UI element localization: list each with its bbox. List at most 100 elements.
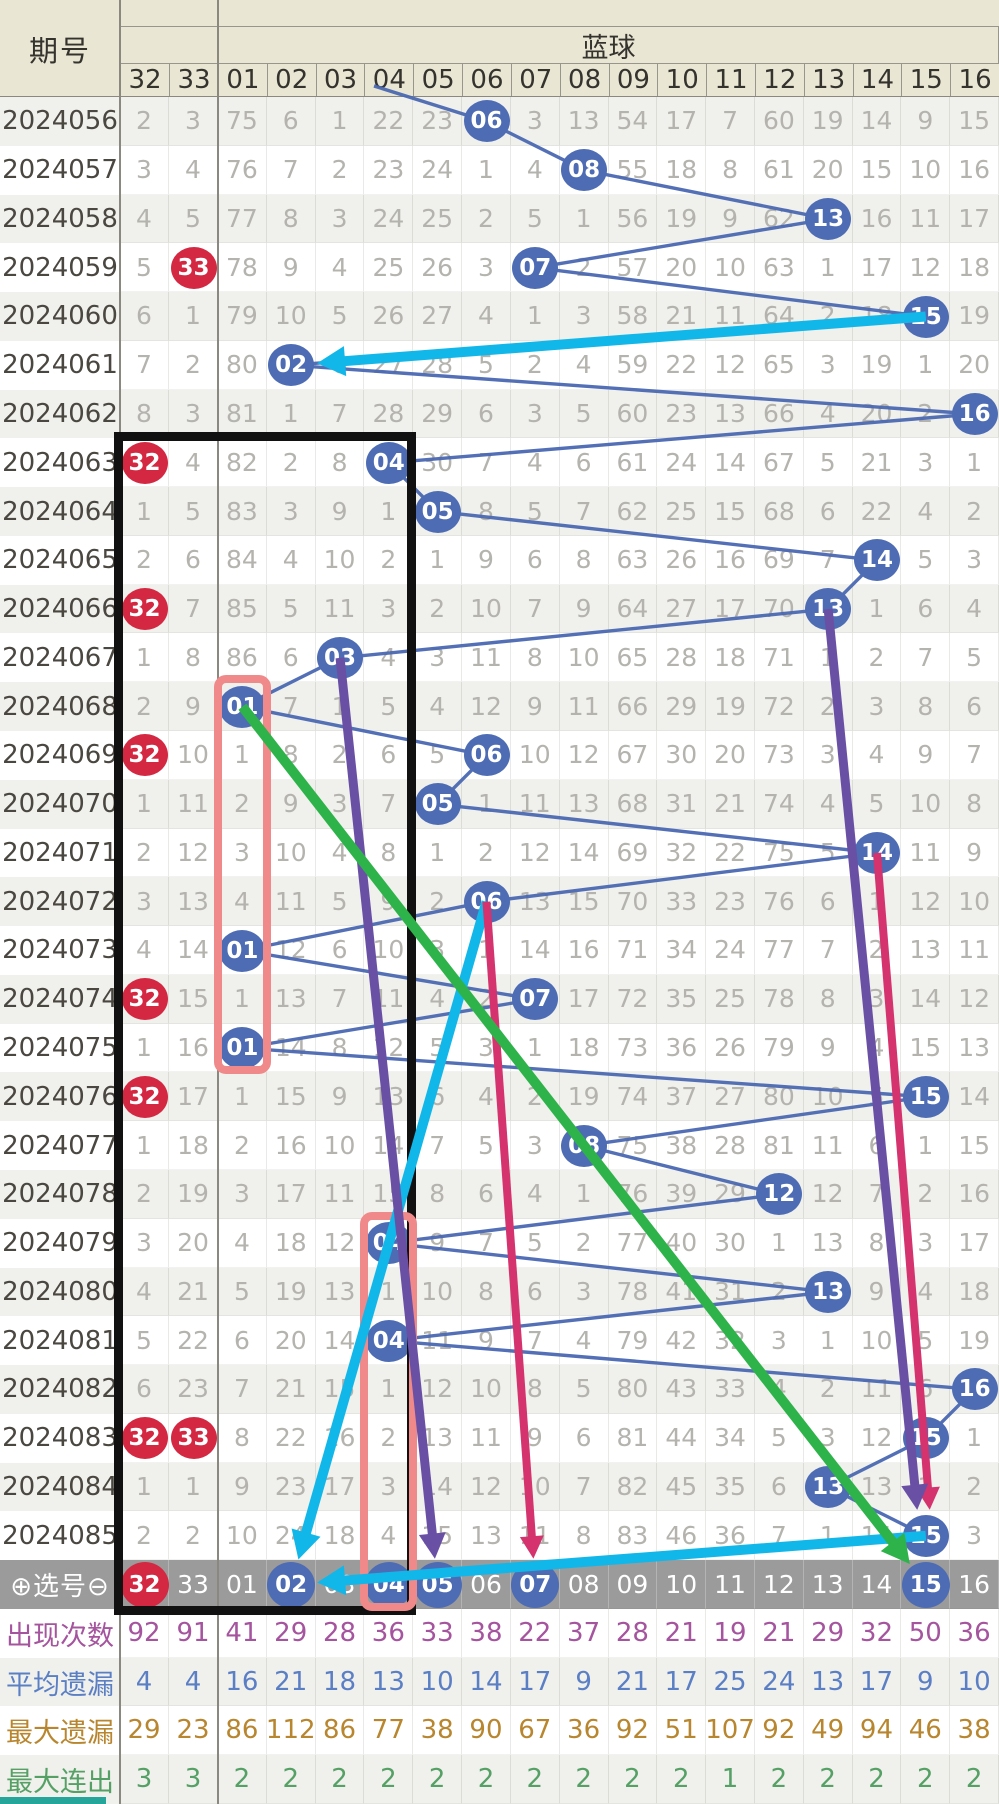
miss-count-cell: 2 — [803, 1365, 853, 1414]
hit-cell — [120, 584, 169, 634]
miss-count-cell: 25 — [657, 487, 707, 536]
miss-count-cell: 5 — [803, 828, 853, 878]
stats-value-cell: 92 — [608, 1706, 658, 1756]
miss-count-cell: 14 — [852, 1511, 902, 1561]
miss-count-cell: 22 — [657, 340, 707, 390]
miss-count-cell: 17 — [950, 194, 999, 244]
issue-row: 2024060 6 1 79 10 5 26 27 4 1 3 58 21 11 64 2 18 19 — [0, 292, 999, 341]
red-hit-ball: 33 — [170, 246, 217, 289]
miss-count-cell: 9 — [803, 1023, 853, 1073]
miss-count-cell: 29 — [657, 682, 707, 732]
miss-count-cell: 14 — [950, 1072, 999, 1122]
miss-count-cell: 11 — [901, 194, 951, 244]
miss-count-cell: 2 — [510, 1072, 560, 1122]
bottom-teal-bar — [0, 1797, 106, 1804]
selection-row-label[interactable]: ⊕选号⊖ — [10, 1572, 110, 1603]
miss-count-cell: 4 — [169, 145, 218, 195]
blue-hit-ball: 04 — [365, 441, 412, 484]
miss-count-cell: 6 — [754, 1462, 804, 1512]
miss-count-cell: 1 — [950, 1413, 999, 1463]
miss-count-cell: 75 — [218, 97, 267, 146]
miss-count-cell: 2 — [413, 877, 463, 927]
selection-number-06[interactable]: 06 — [462, 1560, 511, 1609]
selected-blue-hit-ball[interactable]: 07 — [511, 1561, 560, 1608]
blue-hit-ball: 14 — [854, 539, 900, 582]
miss-count-cell: 8 — [559, 535, 609, 585]
miss-count-cell: 18 — [950, 243, 999, 293]
issue-number: 2024070 — [2, 789, 118, 820]
stats-value-cell: 112 — [266, 1706, 316, 1756]
red-hit-ball: 32 — [121, 588, 168, 631]
miss-count-cell: 1 — [901, 340, 951, 390]
miss-count-cell: 60 — [754, 97, 804, 146]
miss-count-cell: 70 — [754, 584, 804, 634]
miss-count-cell: 3 — [803, 340, 853, 390]
miss-count-cell: 7 — [266, 145, 316, 195]
issue-number: 2024075 — [2, 1033, 118, 1064]
column-header-08: 08 — [559, 63, 610, 97]
miss-count-cell: 4 — [120, 1267, 169, 1317]
miss-count-cell: 34 — [657, 926, 707, 975]
miss-count-cell: 10 — [852, 1316, 902, 1366]
selected-blue-hit-ball[interactable]: 15 — [901, 1561, 950, 1608]
column-header-11: 11 — [706, 63, 756, 97]
stats-value-cell: 3 — [169, 1755, 218, 1804]
miss-count-cell: 10 — [901, 779, 951, 829]
miss-count-cell: 7 — [950, 731, 999, 780]
miss-count-cell: 66 — [608, 682, 658, 732]
miss-count-cell: 6 — [950, 682, 999, 732]
miss-count-cell: 4 — [315, 243, 365, 293]
column-header-01: 01 — [218, 63, 268, 97]
selection-number-10[interactable]: 10 — [657, 1560, 707, 1609]
miss-count-cell: 10 — [950, 877, 999, 927]
issue-number: 2024066 — [2, 594, 118, 625]
selection-number-09[interactable]: 09 — [608, 1560, 658, 1609]
miss-count-cell: 79 — [754, 1023, 804, 1073]
stats-value-cell: 46 — [901, 1706, 951, 1756]
miss-count-cell: 55 — [608, 145, 658, 195]
miss-count-cell: 5 — [901, 535, 951, 585]
selection-number-11[interactable]: 11 — [706, 1560, 755, 1609]
miss-count-cell: 76 — [754, 877, 804, 927]
selected-blue-hit-ball[interactable]: 05 — [413, 1561, 462, 1608]
selection-number-14[interactable]: 14 — [852, 1560, 902, 1609]
selection-number-12[interactable]: 12 — [754, 1560, 804, 1609]
selection-number-16[interactable]: 16 — [950, 1560, 999, 1609]
miss-count-cell: 3 — [120, 877, 169, 927]
miss-count-cell: 75 — [608, 1121, 658, 1170]
issue-row: 2024062 8 3 81 1 7 28 29 6 3 5 60 23 13 66 4 20 2 — [0, 389, 999, 439]
selection-number-08[interactable]: 08 — [559, 1560, 609, 1609]
miss-count-cell: 5 — [510, 1218, 560, 1268]
miss-count-cell: 20 — [706, 731, 755, 780]
miss-count-cell: 11 — [510, 1511, 560, 1561]
miss-count-cell: 1 — [803, 1316, 853, 1366]
miss-count-cell: 3 — [120, 1218, 169, 1268]
miss-count-cell: 6 — [510, 1267, 560, 1317]
miss-count-cell: 37 — [657, 1072, 707, 1122]
selected-red-hit-ball[interactable]: 32 — [120, 1561, 169, 1608]
miss-count-cell: 4 — [803, 389, 853, 439]
miss-count-cell: 31 — [657, 779, 707, 829]
miss-count-cell: 12 — [950, 974, 999, 1024]
miss-count-cell: 8 — [852, 1218, 902, 1268]
miss-count-cell: 3 — [852, 974, 902, 1024]
column-header-07: 07 — [510, 63, 561, 97]
miss-count-cell: 5 — [510, 194, 560, 244]
selection-number-01[interactable]: 01 — [218, 1560, 267, 1609]
miss-count-cell: 18 — [950, 1267, 999, 1317]
miss-count-cell: 13 — [559, 779, 609, 829]
column-header-09: 09 — [608, 63, 659, 97]
miss-count-cell: 15 — [852, 145, 902, 195]
issue-number: 2024082 — [2, 1374, 118, 1405]
selected-blue-hit-ball[interactable]: 02 — [267, 1561, 316, 1608]
hit-cell — [120, 1072, 169, 1122]
miss-count-cell: 81 — [218, 389, 267, 439]
stats-value-cell: 36 — [559, 1706, 609, 1756]
miss-count-cell: 3 — [950, 535, 999, 585]
stats-value-cell: 38 — [462, 1608, 511, 1658]
selection-number-13[interactable]: 13 — [803, 1560, 853, 1609]
stats-value-cell: 9 — [901, 1657, 951, 1707]
miss-count-cell: 15 — [413, 1511, 463, 1561]
miss-count-cell: 7 — [510, 1316, 560, 1366]
